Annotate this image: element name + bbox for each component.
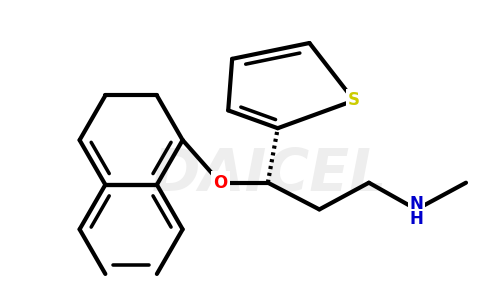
Text: O: O xyxy=(213,174,228,192)
Text: N: N xyxy=(410,196,424,214)
Text: DAICEL: DAICEL xyxy=(152,146,388,203)
Text: H: H xyxy=(410,210,424,228)
Text: S: S xyxy=(348,92,360,110)
